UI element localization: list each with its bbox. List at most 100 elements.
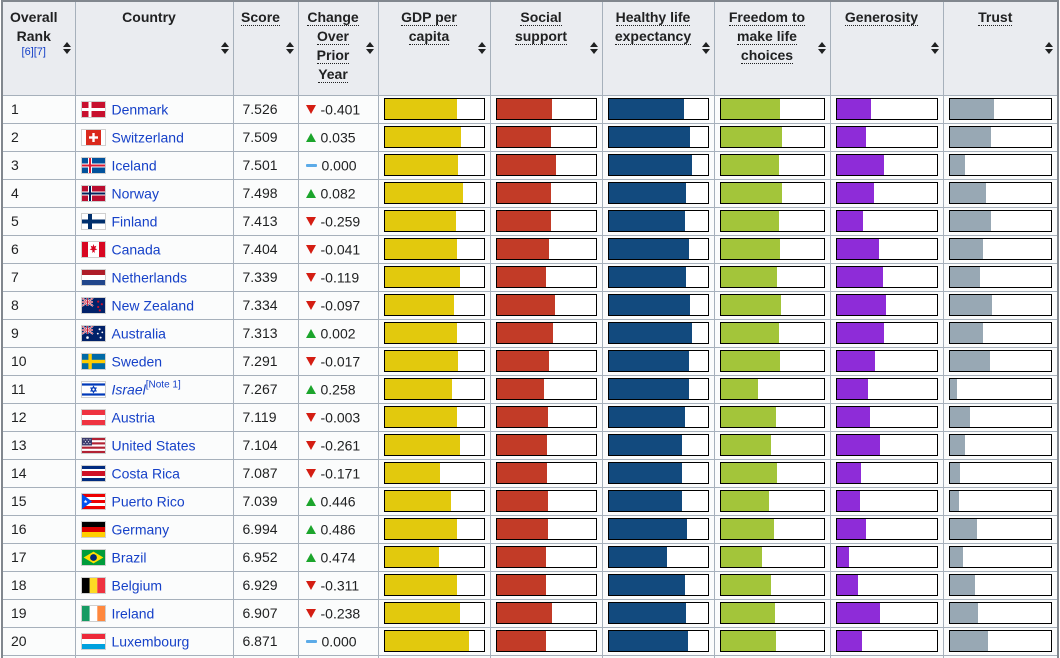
bar-fill: [608, 491, 682, 511]
trust-bar-cell: [942, 206, 1059, 236]
bar-fill: [949, 127, 992, 147]
bar-fill: [720, 603, 776, 623]
bar-fill: [496, 183, 551, 203]
col-label-line: support: [514, 28, 568, 45]
generosity-bar-box: [835, 630, 938, 652]
trust-bar-cell: [942, 486, 1059, 516]
country-link[interactable]: Denmark: [111, 101, 169, 118]
freedom-bar-cell: [713, 430, 831, 460]
freedom-bar-cell: [713, 206, 831, 236]
col-label-line: Generosity: [844, 9, 919, 26]
country-link[interactable]: Austria: [111, 409, 156, 426]
cropped-next-row: [1, 654, 1059, 658]
trust-bar-box: [948, 210, 1052, 232]
bar-fill: [720, 407, 777, 427]
freedom-bar-box: [719, 266, 825, 288]
bar-fill: [949, 547, 963, 567]
flag-nl-icon: [80, 269, 106, 287]
col-header-freedom[interactable]: Freedom to make life choices: [713, 0, 831, 96]
country-link[interactable]: Costa Rica: [111, 465, 180, 482]
change-cell: -0.238: [297, 598, 379, 628]
country-link[interactable]: Luxembourg: [111, 633, 190, 650]
health-bar-cell: [601, 234, 715, 264]
bar-fill: [384, 575, 457, 595]
bar-fill: [608, 127, 690, 147]
flag-at-icon: [80, 409, 106, 427]
change-value: 0.002: [320, 325, 356, 342]
country-link[interactable]: Belgium: [111, 577, 163, 594]
country-link[interactable]: Netherlands: [111, 269, 188, 286]
country-link[interactable]: Norway: [111, 185, 159, 202]
country-link[interactable]: Israel: [111, 381, 146, 398]
country-link[interactable]: Switzerland: [111, 129, 184, 146]
country-link[interactable]: Canada: [111, 241, 161, 258]
freedom-bar-cell: [713, 94, 831, 124]
bar-fill: [836, 519, 866, 539]
country-link[interactable]: Puerto Rico: [111, 493, 185, 510]
col-header-social[interactable]: Social support: [489, 0, 603, 96]
flag-cr-icon: [80, 465, 106, 483]
country-link[interactable]: Germany: [111, 521, 170, 538]
generosity-bar-cell: [829, 94, 944, 124]
generosity-bar-box: [835, 462, 938, 484]
country-link[interactable]: Ireland: [111, 605, 155, 622]
country-link[interactable]: United States: [111, 437, 196, 454]
score-cell: 7.313: [232, 318, 299, 348]
social-bar-cell: [489, 178, 603, 208]
social-bar-cell: [489, 262, 603, 292]
flag-lu-icon: [80, 633, 106, 651]
sort-arrows-icon: [817, 42, 826, 55]
change-value: -0.097: [320, 297, 361, 314]
col-header-score[interactable]: Score: [232, 0, 299, 96]
note-link[interactable]: [Note 1]: [145, 379, 181, 391]
bar-fill: [949, 323, 983, 343]
bar-fill: [949, 379, 957, 399]
gdp-bar-cell: [377, 290, 491, 320]
health-bar-cell: [601, 94, 715, 124]
trust-bar-box: [948, 98, 1052, 120]
generosity-bar-cell: [829, 206, 944, 236]
trend-down-icon: [305, 357, 316, 367]
table-row: 9 Australia 7.313 0.002: [1, 318, 1059, 348]
col-header-trust[interactable]: Trust: [942, 0, 1059, 96]
col-header-gdp[interactable]: GDP per capita: [377, 0, 491, 96]
bar-fill: [608, 351, 689, 371]
bar-fill: [720, 295, 782, 315]
score-cell: 7.498: [232, 178, 299, 208]
col-label-line: capita: [408, 28, 450, 45]
social-bar-box: [495, 602, 597, 624]
country-link[interactable]: Brazil: [111, 549, 147, 566]
health-bar-cell: [601, 206, 715, 236]
country-link[interactable]: Australia: [111, 325, 166, 342]
generosity-bar-box: [835, 210, 938, 232]
change-value: -0.171: [320, 465, 361, 482]
score-cell: 6.871: [232, 626, 299, 656]
score-cell: 7.413: [232, 206, 299, 236]
country-link[interactable]: Iceland: [111, 157, 157, 174]
bar-fill: [496, 267, 546, 287]
col-label-line: Social: [520, 9, 562, 26]
col-header-country[interactable]: Country: [74, 0, 234, 96]
country-link[interactable]: Sweden: [111, 353, 163, 370]
trend-down-icon: [305, 273, 316, 283]
bar-fill: [720, 323, 780, 343]
health-bar-box: [607, 98, 709, 120]
country-link[interactable]: New Zealand: [111, 297, 195, 314]
health-bar-cell: [601, 598, 715, 628]
bar-fill: [384, 631, 469, 651]
sort-arrows-icon: [589, 42, 598, 55]
col-header-rank[interactable]: Overall Rank [6][7]: [1, 0, 76, 96]
reference-links[interactable]: [6][7]: [21, 46, 46, 58]
generosity-bar-cell: [829, 458, 944, 488]
col-header-change[interactable]: Change Over Prior Year: [297, 0, 379, 96]
country-cell: United States: [74, 430, 234, 460]
country-link[interactable]: Finland: [111, 213, 158, 230]
col-header-health[interactable]: Healthy life expectancy: [601, 0, 715, 96]
bar-fill: [608, 603, 686, 623]
generosity-bar-cell: [829, 570, 944, 600]
col-header-generosity[interactable]: Generosity: [829, 0, 944, 96]
trend-down-icon: [305, 469, 316, 479]
bar-fill: [720, 491, 769, 511]
trust-bar-box: [948, 294, 1052, 316]
bar-fill: [496, 407, 548, 427]
